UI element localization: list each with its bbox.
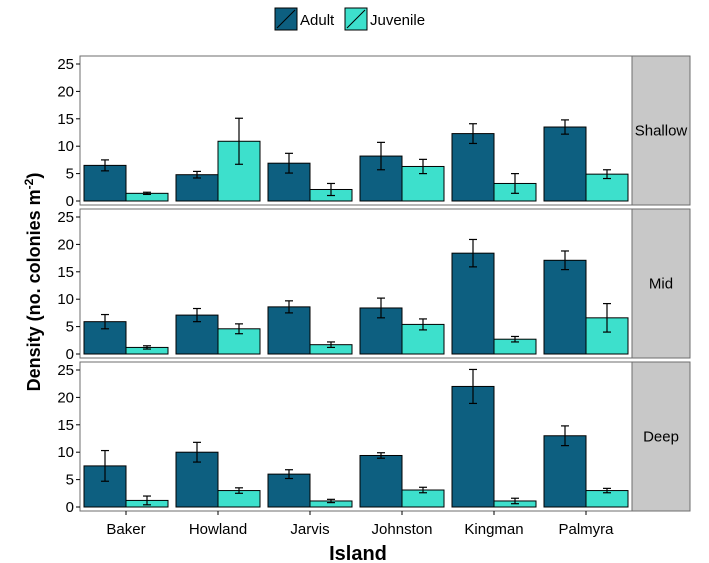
legend-key-slash (346, 9, 366, 29)
y-tick-label: 0 (66, 499, 74, 516)
bar-adult-kingman (451, 385, 495, 508)
panel-strip (631, 55, 691, 206)
panel-frame (79, 55, 633, 206)
y-tick-label: 25 (57, 56, 74, 73)
bar-adult-johnston (359, 454, 403, 508)
y-tick-label: 10 (57, 291, 74, 308)
y-tick-label: 5 (66, 166, 74, 183)
panel-label-shallow: Shallow (635, 123, 688, 140)
bar-adult-palmyra (543, 126, 587, 202)
bar-adult-baker (83, 321, 127, 355)
y-tick-label: 25 (57, 362, 74, 379)
panel-mid: Mid 0 5 10 15 20 25 (57, 208, 691, 363)
bar-adult-howland (175, 174, 219, 202)
panel-label-deep: Deep (643, 429, 679, 446)
y-tick-label: 0 (66, 193, 74, 210)
x-tick-label-howland: Howland (189, 521, 247, 538)
legend-key-slash (276, 9, 296, 29)
bar-adult-kingman (451, 252, 495, 355)
bar-adult-jarvis (267, 306, 311, 355)
y-axis-label: Density (no. colonies m-2) (22, 173, 44, 392)
y-tick-label: 20 (57, 236, 74, 253)
y-tick-label: 25 (57, 209, 74, 226)
panel-label-mid: Mid (649, 276, 673, 293)
panel-frame (79, 208, 633, 359)
bar-adult-palmyra (543, 435, 587, 508)
y-axis-label-superscript: -2 (22, 178, 36, 189)
y-tick-label: 20 (57, 83, 74, 100)
y-tick-label: 20 (57, 389, 74, 406)
legend-label-juvenile: Juvenile (370, 12, 425, 29)
x-axis-label: Island (329, 543, 387, 563)
y-tick-label: 15 (57, 111, 74, 128)
x-tick-label-jarvis: Jarvis (290, 521, 329, 538)
panel-strip (631, 208, 691, 359)
y-tick-label: 5 (66, 472, 74, 489)
x-tick-labels: Baker Howland Jarvis Johnston Kingman Palmyra (106, 511, 614, 538)
panel-frame (79, 361, 633, 512)
bar-adult-kingman (451, 133, 495, 202)
y-tick-label: 15 (57, 264, 74, 281)
y-tick-label: 5 (66, 319, 74, 336)
x-tick-label-johnston: Johnston (372, 521, 433, 538)
y-tick-label: 10 (57, 444, 74, 461)
chart-panels: Shallow 0 5 10 15 20 25 Mid 0 5 10 15 20 25 Deep 0 5 10 15… (57, 55, 691, 516)
bar-adult-palmyra (543, 259, 587, 355)
y-axis-label-main: Density (no. colonies m (24, 189, 44, 391)
x-tick-label-kingman: Kingman (464, 521, 523, 538)
panel-deep: Deep 0 5 10 15 20 25 (57, 361, 691, 516)
y-tick-label: 10 (57, 138, 74, 155)
bar-adult-jarvis (267, 473, 311, 508)
x-tick-label-palmyra: Palmyra (558, 521, 614, 538)
legend-label-adult: Adult (300, 12, 335, 29)
x-tick-label-baker: Baker (106, 521, 145, 538)
y-axis-label-close: ) (24, 173, 44, 179)
bar-adult-baker (83, 164, 127, 202)
panel-strip (631, 361, 691, 512)
legend: Adult Juvenile (274, 7, 425, 31)
y-tick-label: 15 (57, 417, 74, 434)
panel-shallow: Shallow 0 5 10 15 20 25 (57, 55, 691, 210)
y-tick-label: 0 (66, 346, 74, 363)
